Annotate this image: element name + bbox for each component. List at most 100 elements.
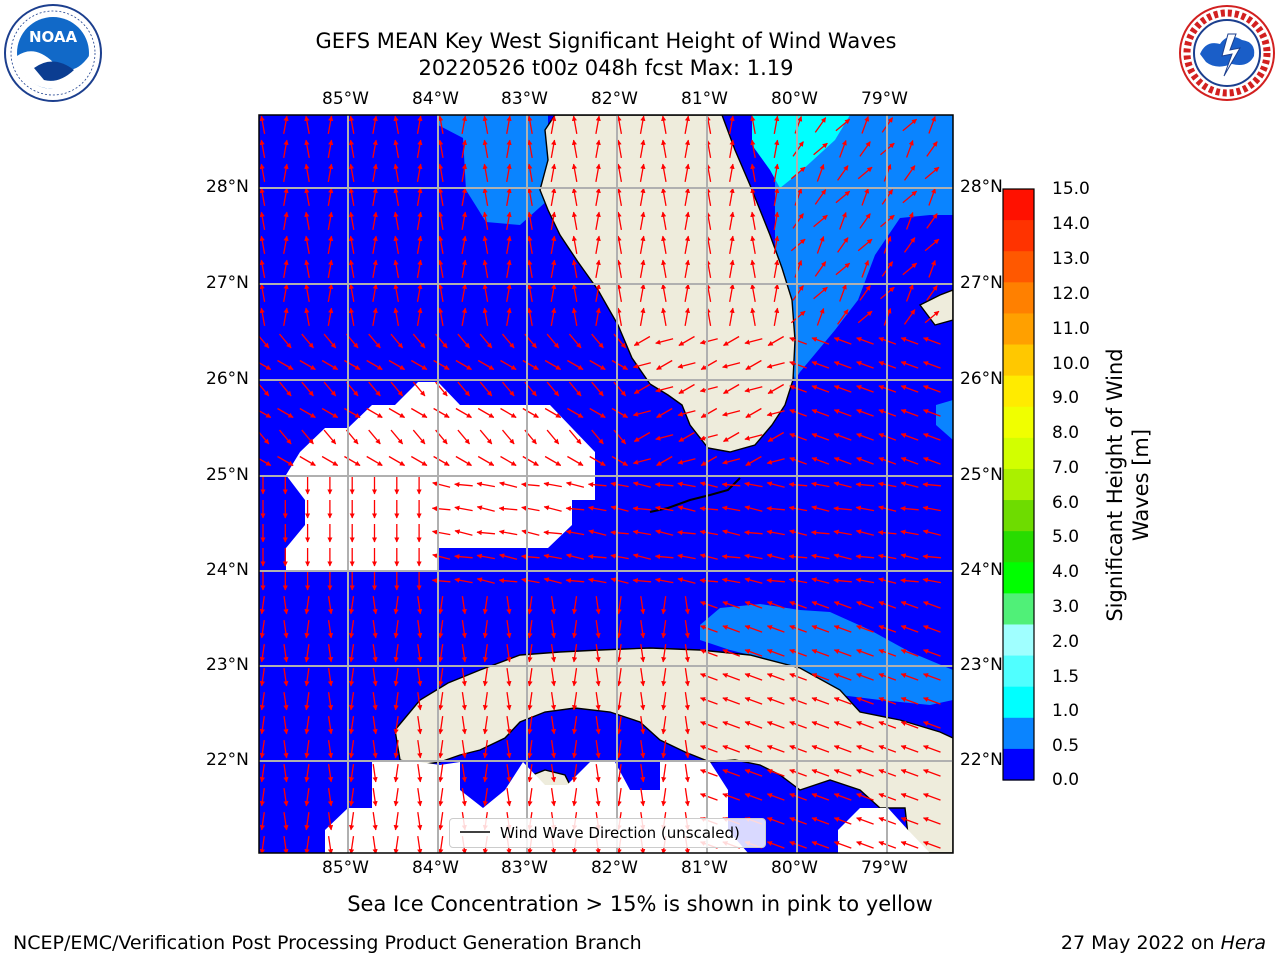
wave-direction-arrow	[811, 553, 830, 560]
wave-direction-arrow	[639, 187, 646, 207]
wave-direction-arrow	[393, 163, 400, 183]
wave-direction-arrow	[900, 409, 919, 417]
wave-direction-arrow	[837, 309, 849, 325]
colorbar-tick: 8.0	[1052, 423, 1080, 443]
wave-direction-arrow	[571, 283, 578, 303]
wave-direction-arrow	[766, 553, 785, 560]
wave-direction-arrow	[792, 213, 804, 229]
wave-direction-arrow	[837, 165, 849, 181]
wave-direction-arrow	[661, 163, 667, 183]
wave-direction-arrow	[461, 788, 467, 807]
wave-direction-arrow	[393, 644, 399, 663]
wave-direction-arrow	[461, 620, 467, 639]
wave-direction-arrow	[572, 716, 578, 735]
wave-direction-arrow	[482, 740, 488, 759]
wave-direction-arrow	[744, 721, 763, 729]
wave-direction-arrow	[438, 283, 444, 303]
wave-direction-arrow	[431, 578, 451, 584]
wave-direction-arrow	[729, 211, 735, 231]
wave-direction-arrow	[527, 283, 533, 303]
wave-direction-arrow	[506, 283, 512, 303]
wave-direction-arrow	[616, 788, 622, 807]
wave-direction-arrow	[259, 235, 266, 255]
wave-direction-arrow	[259, 211, 266, 231]
wave-direction-arrow	[482, 187, 489, 207]
wave-direction-arrow	[410, 359, 428, 371]
wave-direction-arrow	[640, 668, 646, 687]
wave-direction-arrow	[721, 482, 741, 488]
wave-direction-arrow	[922, 554, 942, 560]
wave-direction-arrow	[283, 764, 289, 783]
wave-direction-arrow	[588, 577, 607, 584]
wave-direction-arrow	[572, 620, 578, 639]
wave-direction-arrow	[923, 601, 941, 609]
wave-direction-arrow	[833, 625, 852, 633]
wave-direction-arrow	[811, 625, 830, 633]
wave-direction-arrow	[438, 788, 444, 807]
wave-direction-arrow	[750, 259, 756, 279]
wave-direction-arrow	[677, 458, 696, 465]
wave-direction-arrow	[527, 115, 533, 135]
wave-direction-arrow	[417, 740, 423, 759]
wave-direction-arrow	[744, 625, 763, 633]
wave-direction-arrow	[811, 673, 830, 681]
wave-direction-arrow	[616, 620, 622, 639]
wave-direction-arrow	[861, 116, 870, 134]
wave-direction-arrow	[729, 139, 735, 159]
wave-direction-arrow	[372, 115, 378, 135]
wave-direction-arrow	[640, 764, 646, 783]
wave-direction-arrow	[595, 211, 601, 231]
wave-direction-arrow	[616, 163, 623, 183]
footer-date: 27 May 2022 on	[1060, 932, 1221, 954]
wave-direction-arrow	[506, 139, 512, 159]
wave-direction-arrow	[259, 139, 266, 159]
wave-direction-arrow	[546, 429, 560, 445]
wave-direction-arrow	[684, 259, 691, 279]
wave-direction-arrow	[766, 697, 785, 705]
wave-direction-arrow	[461, 139, 468, 159]
wave-direction-arrow	[438, 259, 444, 279]
wave-direction-arrow	[750, 283, 756, 303]
wave-direction-arrow	[259, 283, 266, 303]
wave-direction-arrow	[773, 139, 780, 159]
wave-direction-arrow	[722, 625, 741, 633]
wave-direction-arrow	[571, 235, 578, 255]
wave-direction-arrow	[438, 211, 444, 231]
wave-direction-arrow	[321, 455, 339, 467]
wave-direction-arrow	[372, 668, 378, 687]
colorbar-swatch	[1003, 437, 1034, 470]
wave-direction-arrow	[259, 307, 266, 327]
wave-direction-arrow	[372, 620, 378, 639]
wave-direction-arrow	[744, 481, 763, 488]
wave-direction-arrow	[744, 338, 763, 345]
wave-direction-arrow	[789, 673, 807, 681]
wave-direction-arrow	[766, 529, 785, 536]
wave-direction-arrow	[856, 841, 874, 849]
wave-direction-arrow	[349, 764, 355, 783]
colorbar-swatch	[1003, 220, 1034, 252]
wave-direction-arrow	[455, 407, 472, 419]
wave-direction-arrow	[900, 649, 919, 657]
colorbar-tick: 14.0	[1052, 214, 1090, 234]
wave-direction-arrow	[661, 187, 667, 207]
wave-direction-arrow	[700, 649, 718, 657]
footer-right: 27 May 2022 on Hera	[1061, 932, 1266, 954]
wave-direction-arrow	[661, 788, 667, 807]
wave-direction-arrow	[677, 530, 696, 536]
wave-direction-arrow	[684, 115, 691, 135]
wave-direction-arrow	[833, 601, 852, 609]
wave-direction-arrow	[366, 455, 383, 467]
wave-direction-arrow	[744, 530, 763, 536]
wave-direction-arrow	[661, 692, 667, 711]
wave-direction-arrow	[923, 337, 941, 345]
wave-direction-arrow	[393, 139, 400, 159]
lat-label-left: 28°N	[206, 177, 249, 197]
wave-direction-arrow	[571, 259, 578, 279]
wave-direction-arrow	[277, 359, 294, 371]
wave-direction-arrow	[327, 211, 334, 231]
wave-direction-arrow	[767, 431, 785, 443]
wave-direction-arrow	[722, 673, 741, 681]
wave-direction-arrow	[571, 211, 578, 231]
wave-direction-arrow	[811, 793, 830, 801]
wave-direction-arrow	[372, 692, 378, 711]
